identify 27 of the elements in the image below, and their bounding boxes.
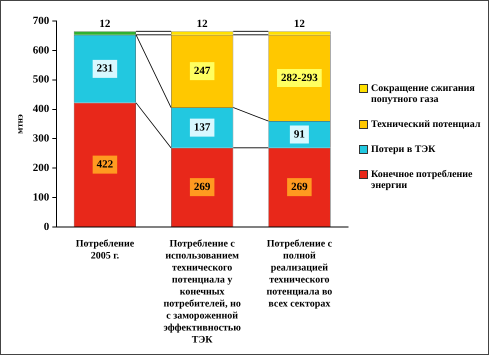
y-tick-label: 600 [32,44,50,56]
data-label: 422 [96,158,114,170]
y-tick-label: 0 [44,220,50,233]
category-label: Потребление с использованием технического потенциала у конечных потребителей, но с замороженной эффективностью ТЭК [163,238,241,346]
y-tick-label: 200 [32,162,50,174]
legend-label: Сокращение сжигания попутного газа [371,83,476,105]
y-tick-label: 300 [32,132,50,145]
data-label: 91 [294,128,305,140]
x-tick-label: Потребление 2005 г. [76,238,135,262]
y-axis-title: мтнэ [14,114,25,134]
legend-label: Технический потенциал [371,119,480,130]
data-label: 282-293 [281,72,318,84]
y-tick-label: 100 [32,191,50,204]
data-label: 269 [194,181,211,194]
data-label: 137 [194,122,211,134]
y-tick-label: 400 [32,103,50,116]
legend-label: Потери в ТЭК [371,144,436,155]
data-label: 12 [99,18,111,30]
data-label: 247 [194,65,211,78]
y-tick-label: 500 [32,74,50,86]
data-label: 269 [291,181,308,194]
x-tick-label: Потребление с полной реализацией технического потенциала во всех секторах [266,238,333,310]
y-tick-label: 700 [32,14,50,27]
legend-label: Конечное потребление энергии [371,169,474,191]
data-label: 12 [294,18,306,30]
data-label: 12 [196,18,208,30]
data-label: 231 [96,62,114,75]
